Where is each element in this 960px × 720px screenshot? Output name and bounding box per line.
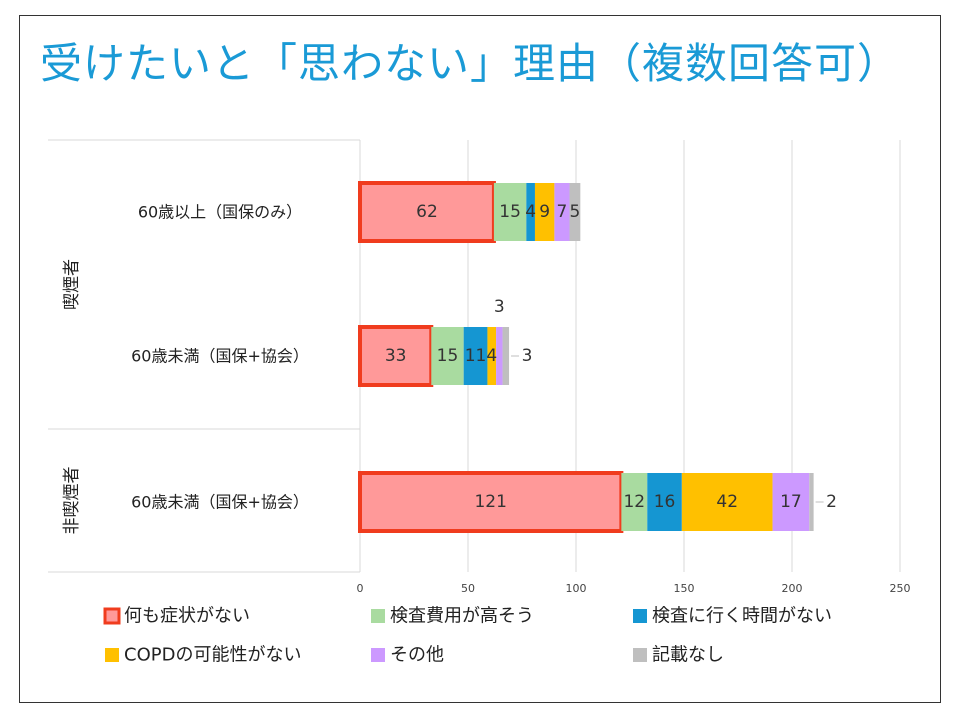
- bar-segment: [358, 325, 434, 387]
- legend-label: 何も症状がない: [124, 606, 250, 627]
- legend-swatch: [105, 648, 119, 662]
- data-label: 3: [494, 297, 505, 317]
- legend-label: COPDの可能性がない: [124, 645, 301, 666]
- legend-label: 検査に行く時間がない: [652, 606, 832, 627]
- x-tick-label: 0: [357, 582, 364, 595]
- legend-swatch: [103, 607, 121, 625]
- data-label: 4: [486, 346, 497, 366]
- data-label: 9: [539, 202, 550, 222]
- data-label: 12: [623, 492, 645, 512]
- x-tick-label: 100: [566, 582, 587, 595]
- data-label: 5: [570, 202, 581, 222]
- bar-segment: [621, 473, 648, 531]
- bar-segment: [502, 327, 510, 385]
- bar-segment: [554, 183, 570, 241]
- x-tick-label: 150: [674, 582, 695, 595]
- bar-segment: [496, 327, 503, 385]
- data-label: 62: [416, 202, 438, 222]
- data-label: 33: [385, 346, 407, 366]
- bar-segment: [534, 183, 555, 241]
- legend-swatch: [633, 648, 647, 662]
- data-label: 3: [522, 346, 533, 366]
- legend-label: その他: [390, 645, 444, 666]
- x-tick-label: 200: [782, 582, 803, 595]
- bar-segment: [487, 327, 497, 385]
- data-label: 15: [499, 202, 521, 222]
- bar-segment: [526, 183, 535, 241]
- data-label: 16: [654, 492, 676, 512]
- bar-segment: [772, 473, 810, 531]
- data-label: 17: [780, 492, 802, 512]
- page-title: 受けたいと「思わない」理由（複数回答可）: [40, 39, 901, 88]
- bar-segment: [809, 473, 814, 531]
- bar-segment: [493, 183, 527, 241]
- category-label: 60歳以上（国保のみ）: [138, 203, 302, 222]
- data-label: 11: [465, 346, 487, 366]
- x-tick-label: 50: [461, 582, 475, 595]
- x-tick-label: 250: [890, 582, 911, 595]
- data-label: 7: [557, 202, 568, 222]
- bar-segment: [681, 473, 773, 531]
- data-label: 2: [826, 492, 837, 512]
- bar-segment: [647, 473, 682, 531]
- group-label: 非喫煙者: [62, 467, 82, 535]
- category-label: 60歳未満（国保+協会）: [131, 493, 309, 512]
- bar-segment: [569, 183, 581, 241]
- legend-label: 検査費用が高そう: [390, 606, 534, 627]
- bar-segment: [431, 327, 464, 385]
- data-label: 121: [474, 492, 506, 512]
- group-label: 喫煙者: [62, 259, 82, 310]
- legend-swatch: [371, 609, 385, 623]
- bar-segment: [463, 327, 488, 385]
- legend-swatch: [633, 609, 647, 623]
- data-label: 42: [716, 492, 738, 512]
- data-label: 15: [437, 346, 459, 366]
- legend-swatch: [371, 648, 385, 662]
- data-label: 4: [525, 202, 536, 222]
- legend-label: 記載なし: [652, 645, 724, 666]
- category-label: 60歳未満（国保+協会）: [131, 347, 309, 366]
- bar-segment: [358, 181, 496, 243]
